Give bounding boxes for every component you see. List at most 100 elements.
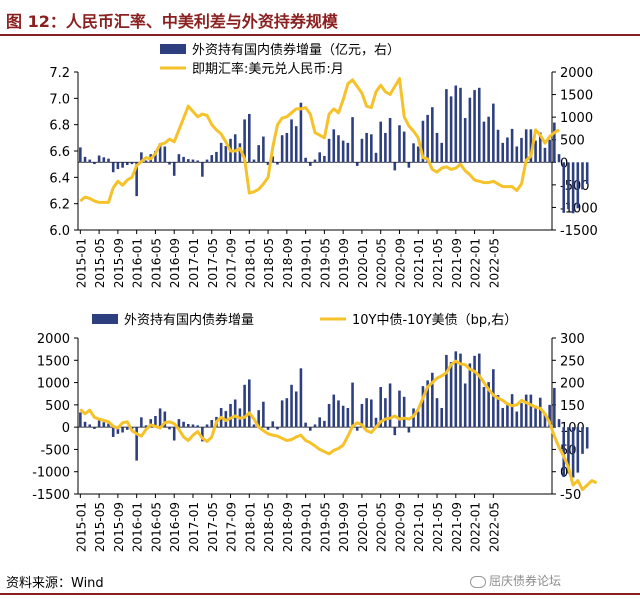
bar: [135, 162, 138, 197]
bar: [562, 162, 566, 213]
bar: [435, 132, 439, 163]
bar: [557, 154, 561, 163]
left-tick-label: 6.4: [49, 171, 70, 186]
bar: [327, 403, 331, 428]
x-tick-label: 2017-09: [225, 502, 239, 552]
bar: [496, 129, 500, 163]
bar: [374, 152, 378, 163]
bar: [445, 89, 448, 163]
bar: [158, 143, 162, 163]
bar: [290, 384, 293, 428]
bar: [276, 427, 279, 430]
x-tick-label: 2015-01: [74, 502, 88, 552]
right-tick-label: 500: [560, 134, 585, 149]
bar: [585, 162, 589, 184]
bar: [121, 427, 124, 433]
bar: [459, 353, 462, 428]
bar: [107, 423, 110, 428]
x-tick-label: 2016-05: [149, 502, 163, 552]
x-tick-label: 2018-05: [262, 502, 276, 552]
bar: [97, 420, 101, 428]
bar: [351, 117, 354, 163]
left-tick-label: 6.2: [49, 198, 70, 213]
bar: [191, 424, 195, 428]
x-tick-label: 2021-09: [450, 238, 464, 288]
bar: [140, 417, 143, 428]
bar: [548, 404, 551, 428]
bar: [318, 152, 321, 163]
bar: [402, 396, 406, 428]
bar: [186, 424, 190, 428]
bar: [182, 156, 185, 163]
bar: [571, 427, 575, 478]
x-tick-label: 2019-09: [337, 502, 351, 552]
x-tick-label: 2022-01: [469, 502, 483, 552]
bar: [144, 425, 148, 428]
bar: [477, 87, 481, 163]
series-line: [79, 359, 598, 491]
x-tick-label: 2019-01: [300, 502, 314, 552]
bar: [332, 129, 336, 163]
bar: [97, 155, 101, 163]
bar: [309, 427, 312, 431]
bar: [266, 427, 270, 430]
bar: [201, 427, 204, 442]
x-tick-label: 2016-05: [149, 238, 163, 288]
bar: [346, 142, 350, 163]
bar: [144, 160, 148, 163]
bar: [262, 136, 265, 163]
bar: [496, 395, 500, 428]
bar: [248, 379, 251, 428]
bar: [304, 422, 307, 428]
bar: [355, 427, 359, 431]
bar: [186, 159, 190, 163]
x-tick-label: 2021-09: [450, 502, 464, 552]
bar: [585, 427, 589, 449]
bar: [130, 162, 134, 165]
left-tick-label: 2000: [37, 332, 70, 347]
bar: [351, 382, 354, 428]
bar: [163, 146, 167, 163]
x-tick-label: 2016-01: [131, 238, 145, 288]
bar: [416, 411, 420, 428]
bar: [398, 390, 401, 428]
x-tick-label: 2019-01: [300, 238, 314, 288]
bar: [79, 147, 82, 163]
bar: [468, 97, 472, 163]
bar: [285, 132, 289, 163]
left-tick-label: 6.0: [49, 224, 70, 239]
bar: [402, 131, 406, 163]
x-tick-label: 2015-01: [74, 238, 88, 288]
bar: [299, 368, 303, 428]
bar: [360, 403, 364, 428]
x-tick-label: 2022-05: [487, 238, 501, 288]
x-tick-label: 2021-05: [431, 238, 445, 288]
bar: [529, 129, 533, 163]
bar: [196, 160, 199, 163]
bar: [492, 103, 495, 163]
bar: [341, 140, 345, 163]
bar: [473, 355, 476, 428]
bar: [294, 126, 298, 163]
bar: [327, 138, 331, 163]
bar: [449, 362, 453, 428]
legend-label: 即期汇率:美元兑人民币:月: [192, 61, 344, 77]
x-tick-label: 2018-09: [281, 238, 295, 288]
x-tick-label: 2016-09: [168, 238, 182, 288]
bar: [506, 137, 509, 163]
chart-exchange-rate-vs-foreign-holdings: 6.06.26.46.66.87.07.2-1500-1000-50005001…: [49, 42, 597, 288]
bar: [501, 142, 505, 163]
bar: [205, 424, 209, 428]
bar: [168, 162, 171, 165]
x-tick-label: 2017-01: [187, 238, 201, 288]
watermark-text: 屈庆债券论坛: [489, 574, 562, 588]
wechat-icon: [470, 575, 486, 588]
bar: [388, 383, 392, 428]
bar: [233, 399, 237, 428]
bar: [224, 146, 228, 163]
bar: [468, 363, 472, 428]
bar: [196, 425, 199, 428]
left-tick-label: 6.8: [49, 119, 70, 134]
bar: [93, 427, 96, 429]
bar: [421, 120, 425, 163]
